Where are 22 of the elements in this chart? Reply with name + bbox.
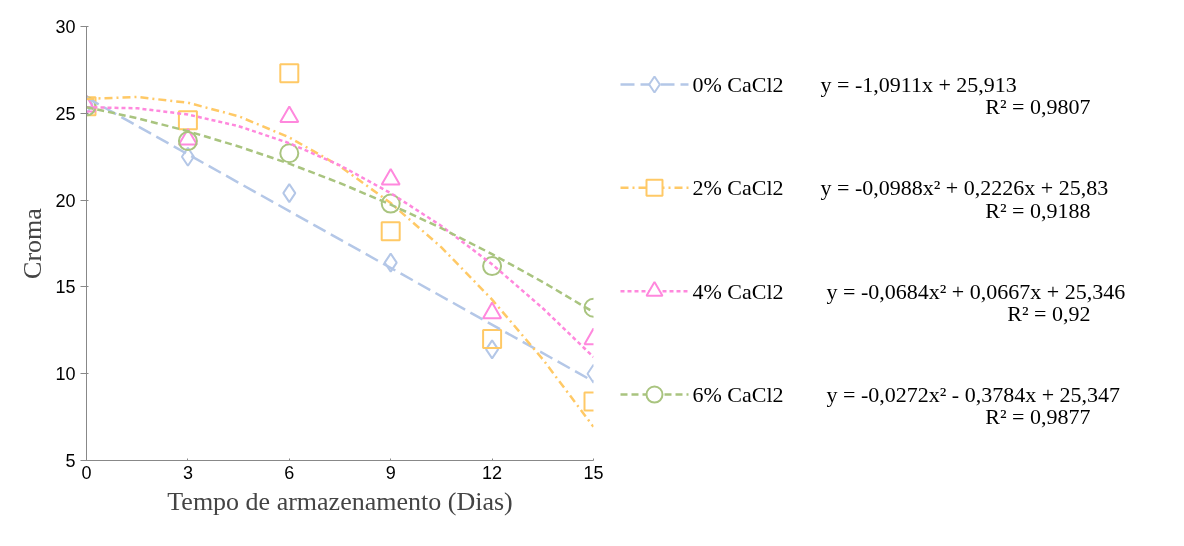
legend-label: 2% CaCl2 [692, 175, 784, 201]
y-tick-label: 25 [55, 103, 76, 124]
y-tick-label: 5 [65, 451, 76, 471]
legend-label: 4% CaCl2 [692, 278, 784, 304]
text: y = -1,0911x + 25,913 R² = 0,9807 [820, 72, 1091, 120]
text: y = -0,0988x² + 0,2226x + 25,83 R² = 0,9188 [820, 175, 1109, 223]
text: y = -0,0684x² + 0,0667x + 25,346 R² = 0,92 [826, 278, 1126, 326]
y-tick-label: 20 [55, 190, 76, 211]
y-tick-label: 10 [55, 364, 76, 385]
x-tick-label: 3 [182, 462, 193, 483]
text: y = -0,0272x² - 0,3784x + 25,347 R² = 0,9877 [826, 382, 1121, 430]
legend-label: 6% CaCl2 [692, 382, 784, 408]
x-tick-label: 12 [482, 462, 503, 483]
y-tick-label: 15 [55, 277, 76, 298]
x-tick-label: 0 [81, 462, 92, 483]
y-axis-title: Croma [18, 207, 48, 279]
y-tick-label: 30 [55, 17, 76, 37]
x-tick-label: 6 [284, 462, 295, 483]
x-axis-title: Tempo de armazenamento (Dias) [167, 486, 513, 516]
legend-label: 0% CaCl2 [692, 72, 784, 98]
x-tick-label: 9 [385, 462, 396, 483]
x-tick-label: 15 [583, 462, 604, 483]
